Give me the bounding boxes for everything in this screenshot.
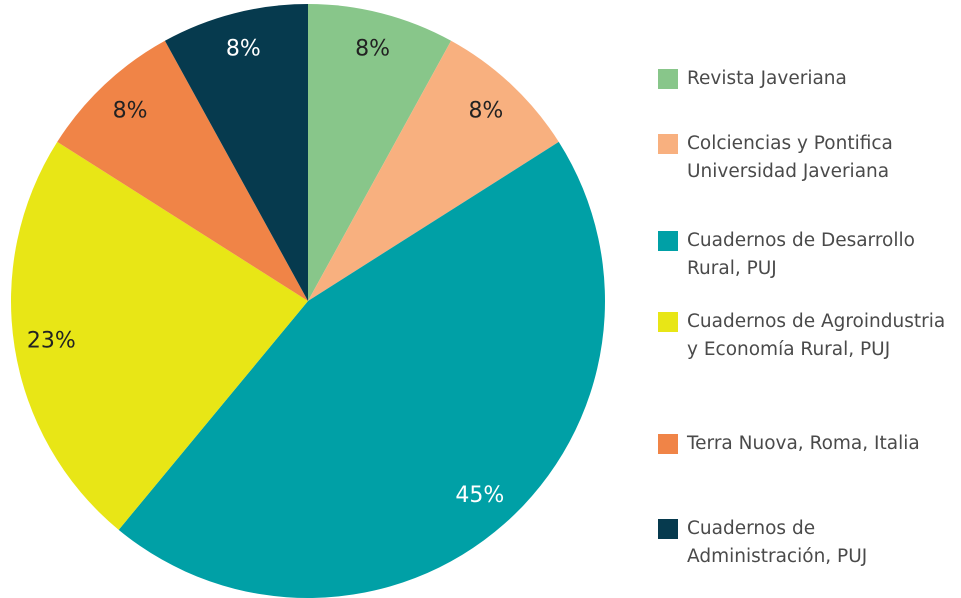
legend-label: Terra Nuova, Roma, Italia [687,433,920,454]
data-label: 8% [113,99,148,124]
legend-swatch [658,134,678,154]
legend-swatch [658,231,678,251]
legend-entry: Revista Javeriana [658,65,958,93]
legend-entry: Cuadernos de Administración, PUJ [658,515,958,571]
legend-label: Cuadernos de Desarrollo Rural, PUJ [687,230,915,279]
pie-slice [57,40,309,302]
pie-slice [308,4,452,301]
data-label: 45% [455,483,504,508]
pie-slice [118,141,605,598]
legend-swatch [658,434,678,454]
legend-swatch [658,519,678,539]
legend-label: Cuadernos de Agroindustria y Economía Ru… [687,311,946,360]
pie-slice [164,4,308,301]
legend-entry: Cuadernos de Desarrollo Rural, PUJ [658,227,958,283]
data-label: 8% [226,36,261,61]
legend-label: Cuadernos de Administración, PUJ [687,518,868,567]
legend-label: Colciencias y Pontifica Universidad Jave… [687,133,893,182]
legend-entry: Terra Nuova, Roma, Italia [658,430,958,458]
data-label: 8% [355,36,390,61]
legend-entry: Cuadernos de Agroindustria y Economía Ru… [658,308,958,364]
legend-label: Revista Javeriana [687,68,847,89]
legend-swatch [658,312,678,332]
legend-entry: Colciencias y Pontifica Universidad Jave… [658,130,958,186]
data-label: 8% [468,99,503,124]
legend-swatch [658,69,678,89]
data-label: 23% [27,329,76,354]
pie-slice [308,40,559,302]
pie-slice [11,141,309,530]
